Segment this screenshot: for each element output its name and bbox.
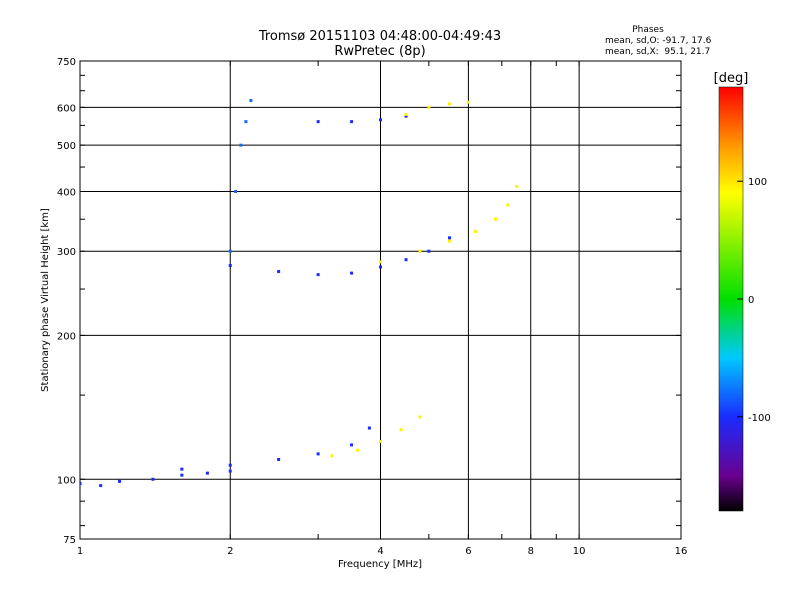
data-point: [399, 428, 403, 432]
colorbar-tick-label: -100: [748, 413, 771, 424]
data-point: [379, 260, 382, 264]
data-point: [379, 118, 382, 122]
data-point: [180, 467, 184, 471]
data-point: [234, 189, 238, 193]
data-point: [506, 203, 510, 207]
phase-info-o-mode: mean, sd,O: -91.7, 17.6: [605, 36, 712, 46]
data-point: [379, 265, 382, 269]
data-point: [239, 143, 243, 147]
x-tick-label: 6: [465, 546, 471, 557]
phase-info-title: Phases: [632, 25, 664, 35]
minor-ticks: [80, 61, 681, 539]
data-point: [316, 273, 320, 277]
y-tick-label: 400: [57, 187, 76, 198]
grid-lines: [80, 61, 681, 539]
data-point: [350, 120, 354, 124]
data-point: [427, 105, 431, 109]
data-point: [316, 452, 320, 456]
y-tick-label: 100: [57, 475, 76, 486]
data-point: [494, 217, 498, 221]
data-point: [448, 102, 452, 106]
colorbar-unit-label: [deg]: [714, 71, 749, 86]
y-tick-label: 600: [57, 103, 76, 114]
x-tick-label: 10: [573, 546, 586, 557]
x-axis-title: Frequency [MHz]: [338, 559, 422, 570]
data-point: [277, 457, 281, 461]
data-point: [118, 479, 122, 483]
data-points: [80, 99, 519, 488]
data-point: [356, 448, 360, 452]
x-tick-label: 16: [675, 546, 688, 557]
data-point: [151, 477, 155, 481]
y-axis-title: Stationary phase Virtual Height [km]: [40, 208, 51, 392]
data-point: [316, 120, 320, 124]
y-tick-label: 300: [57, 247, 76, 258]
data-point: [277, 270, 281, 274]
data-point: [228, 249, 232, 253]
data-point: [244, 120, 248, 124]
data-point: [249, 99, 253, 103]
y-tick-labels: 75 100 200 300 400 500 600 750: [57, 57, 76, 546]
data-point: [228, 469, 232, 473]
chart-subtitle: RwPretec (8p): [334, 44, 425, 59]
data-point: [379, 439, 382, 443]
y-tick-label: 500: [57, 141, 76, 152]
y-tick-label: 75: [63, 535, 76, 546]
data-point: [448, 239, 452, 243]
x-tick-label: 8: [528, 546, 534, 557]
data-point: [404, 258, 408, 262]
data-point: [473, 229, 477, 233]
data-point: [427, 249, 431, 253]
data-point: [205, 471, 209, 475]
data-point: [418, 415, 422, 419]
phase-info-x-mode: mean, sd,X: 95.1, 21.7: [605, 47, 710, 57]
data-point: [350, 443, 354, 447]
x-tick-labels: 1 2 4 6 8 10 16: [77, 546, 688, 557]
data-point: [418, 249, 422, 253]
colorbar: [deg] 100 0 -100: [714, 71, 771, 512]
data-point: [80, 481, 82, 485]
data-point: [330, 454, 334, 458]
x-tick-label: 4: [377, 546, 383, 557]
data-point: [367, 426, 371, 430]
x-tick-label: 1: [77, 546, 83, 557]
data-point: [228, 463, 232, 467]
data-point: [99, 484, 103, 488]
y-tick-label: 750: [57, 57, 76, 68]
data-point: [404, 114, 408, 118]
colorbar-ticks: 100 0 -100: [737, 177, 771, 424]
plot-area: 1 2 4 6 8 10 16 75 100 200 300 400 500 600 750: [57, 57, 687, 557]
data-point: [228, 264, 232, 268]
chart-title: Tromsø 20151103 04:48:00-04:49:43: [258, 29, 501, 44]
colorbar-tick-label: 100: [748, 177, 767, 188]
data-point: [404, 112, 408, 116]
colorbar-tick-label: 0: [748, 295, 754, 306]
data-point: [180, 473, 184, 477]
data-point: [350, 271, 354, 275]
data-point: [466, 100, 470, 104]
x-tick-label: 2: [227, 546, 233, 557]
data-point: [515, 184, 519, 188]
data-point: [448, 236, 452, 240]
y-tick-label: 200: [57, 331, 76, 342]
